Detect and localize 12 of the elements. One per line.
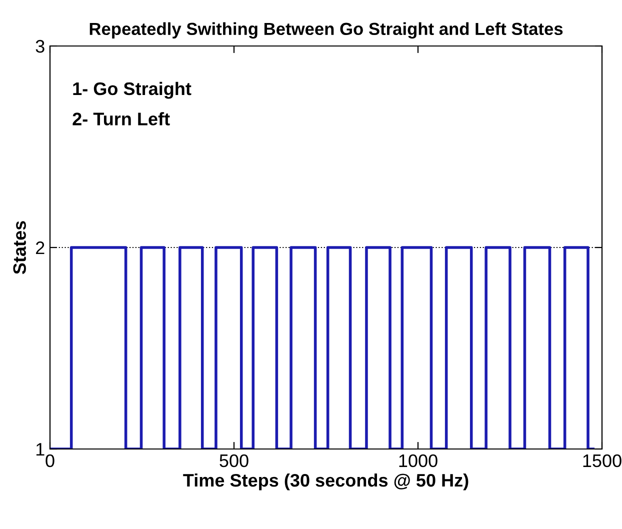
x-tick-label: 500 [220, 454, 248, 468]
y-tick-label: 3 [36, 40, 44, 53]
x-axis-title: Time Steps (30 seconds @ 50 Hz) [183, 473, 468, 490]
annotation: 2- Turn Left [72, 112, 170, 126]
x-tick-label: 1000 [399, 454, 438, 468]
y-tick-label: 2 [36, 241, 44, 254]
chart-title: Repeatedly Swithing Between Go Straight and Left States [90, 22, 563, 39]
annotation: 1- Go Straight [73, 82, 192, 99]
y-axis-title: States [13, 221, 26, 274]
x-tick-label: 1500 [583, 454, 622, 468]
y-tick-label: 1 [36, 443, 44, 456]
x-tick-label: 0 [46, 454, 54, 468]
